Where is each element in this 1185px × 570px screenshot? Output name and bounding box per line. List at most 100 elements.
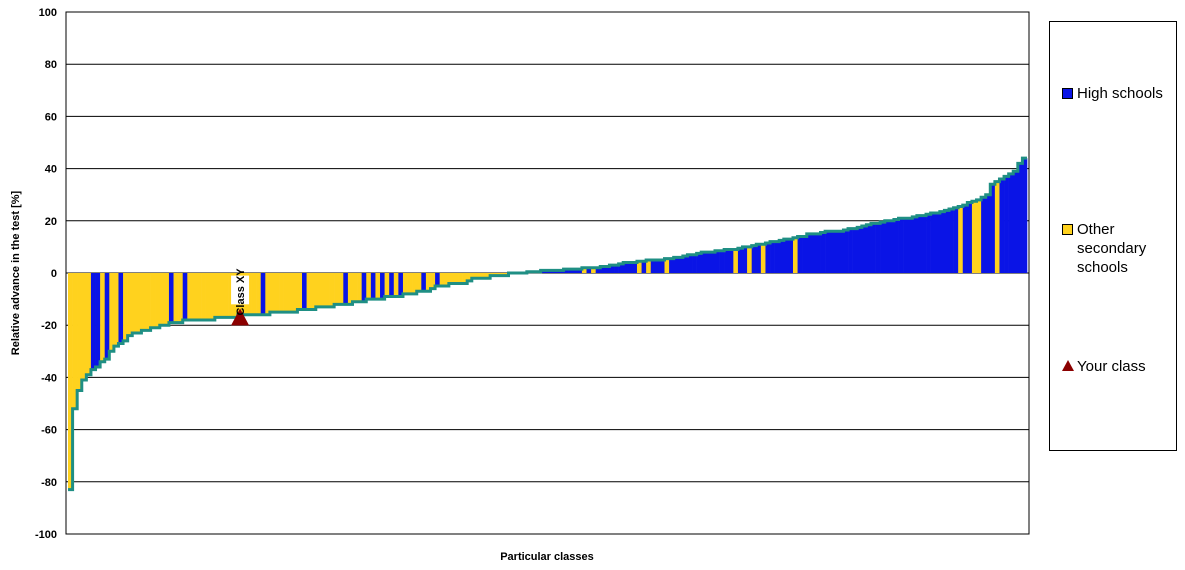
y-tick-label: 80 xyxy=(45,59,57,71)
legend-swatch-other-secondary xyxy=(1062,224,1073,235)
bar xyxy=(760,244,766,273)
bar xyxy=(100,273,106,362)
bar xyxy=(568,269,574,273)
bar xyxy=(820,232,826,273)
bar xyxy=(412,273,418,294)
bar xyxy=(705,252,711,273)
bar xyxy=(664,258,670,273)
y-tick-label: 20 xyxy=(45,216,57,228)
bar xyxy=(765,242,771,273)
bar xyxy=(407,273,413,294)
bar xyxy=(921,215,927,273)
bar xyxy=(636,261,642,273)
bar xyxy=(90,273,96,370)
bar xyxy=(733,249,739,273)
bar xyxy=(884,220,890,273)
bar xyxy=(632,262,638,273)
bar xyxy=(425,273,431,292)
bar xyxy=(701,252,707,273)
bar xyxy=(834,231,840,273)
bar xyxy=(260,273,266,315)
bar xyxy=(994,181,1000,273)
bar xyxy=(256,273,262,315)
bar xyxy=(591,267,596,273)
bar xyxy=(710,252,716,273)
bar xyxy=(302,273,307,310)
bar xyxy=(467,273,473,281)
legend-item-high-schools: High schools xyxy=(1062,84,1173,103)
bar xyxy=(430,273,436,289)
y-tick-label: 100 xyxy=(39,7,57,19)
bar xyxy=(669,258,674,273)
bar xyxy=(939,211,945,273)
bar xyxy=(696,253,702,273)
bar xyxy=(852,228,858,273)
bar xyxy=(297,273,303,310)
bar xyxy=(893,219,899,273)
bar xyxy=(104,273,110,360)
bar xyxy=(962,205,968,273)
bar xyxy=(338,273,344,305)
y-tick-label: -80 xyxy=(41,477,57,489)
bar xyxy=(912,216,918,273)
bar xyxy=(320,273,326,307)
bar xyxy=(77,273,83,391)
bar xyxy=(141,273,147,331)
bar xyxy=(1004,176,1009,273)
bar xyxy=(783,239,789,273)
bar xyxy=(279,273,284,313)
y-tick-label: -20 xyxy=(41,320,57,332)
bar xyxy=(159,273,165,326)
bar xyxy=(393,273,399,297)
bar xyxy=(352,273,358,302)
bar xyxy=(123,273,128,341)
bar xyxy=(1017,163,1023,273)
sorted-value-line xyxy=(68,156,1027,492)
class-xy-label: Class XY xyxy=(235,268,247,316)
legend-swatch-high-schools xyxy=(1062,88,1073,99)
bar xyxy=(361,273,367,302)
y-tick-label: 60 xyxy=(45,111,57,123)
bar xyxy=(581,267,587,273)
bar xyxy=(678,257,684,273)
bar xyxy=(682,256,688,273)
bar xyxy=(646,259,652,273)
bar xyxy=(907,218,913,273)
bar xyxy=(687,254,693,273)
bar xyxy=(948,209,954,273)
bar xyxy=(815,233,821,273)
bar xyxy=(196,273,202,320)
bar xyxy=(201,273,206,320)
legend: High schools Other secondary schools You… xyxy=(1049,21,1177,451)
bar xyxy=(595,267,601,273)
bar xyxy=(357,273,362,302)
bar xyxy=(1013,171,1019,273)
y-tick-label: 40 xyxy=(45,164,57,176)
bar xyxy=(462,273,468,284)
bar xyxy=(292,273,298,313)
bar xyxy=(944,210,950,273)
bar xyxy=(173,273,179,323)
your-class-triangle xyxy=(231,308,250,326)
bar xyxy=(774,241,780,273)
y-tick-label: 0 xyxy=(51,268,57,280)
bar xyxy=(848,228,853,273)
bar xyxy=(375,273,381,300)
bar xyxy=(384,273,390,297)
bar xyxy=(659,259,665,273)
bar xyxy=(981,197,987,273)
bar xyxy=(866,224,872,273)
bar xyxy=(380,273,385,300)
bar xyxy=(861,226,867,273)
bar xyxy=(572,269,578,273)
bar xyxy=(224,273,229,318)
bar xyxy=(95,273,101,367)
bar xyxy=(692,254,697,273)
bar xyxy=(641,261,647,273)
bar xyxy=(967,202,973,273)
bar xyxy=(976,199,982,273)
bar xyxy=(806,233,812,273)
bar xyxy=(444,273,450,287)
bar xyxy=(476,273,482,279)
